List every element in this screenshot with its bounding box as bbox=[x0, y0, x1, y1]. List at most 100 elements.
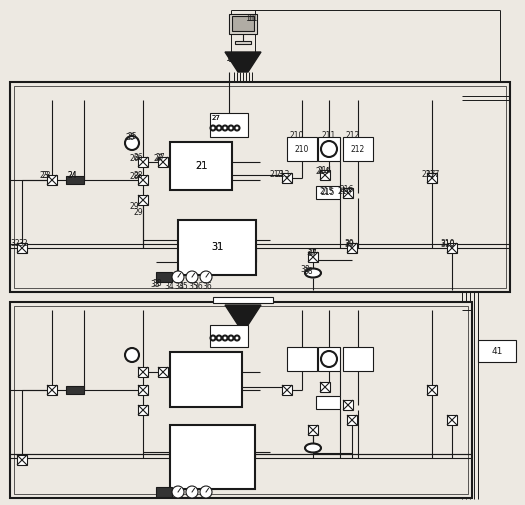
Text: 27: 27 bbox=[155, 153, 165, 162]
Bar bbox=[138, 405, 148, 415]
Bar bbox=[210, 113, 248, 137]
Bar bbox=[66, 386, 84, 394]
Bar bbox=[66, 176, 84, 184]
Bar bbox=[47, 385, 57, 395]
Bar bbox=[282, 385, 292, 395]
Text: 215: 215 bbox=[319, 187, 333, 196]
Text: 36: 36 bbox=[193, 282, 203, 291]
Circle shape bbox=[223, 126, 227, 130]
Circle shape bbox=[223, 335, 227, 340]
Ellipse shape bbox=[305, 269, 321, 278]
Bar bbox=[170, 142, 232, 190]
Text: 215: 215 bbox=[321, 188, 335, 197]
Bar bbox=[14, 306, 468, 494]
Bar bbox=[343, 137, 373, 161]
Bar bbox=[158, 157, 168, 167]
Circle shape bbox=[321, 351, 337, 367]
Text: 34: 34 bbox=[174, 282, 184, 291]
Bar bbox=[47, 175, 57, 185]
Bar bbox=[170, 352, 242, 407]
Text: 212: 212 bbox=[346, 131, 360, 140]
Text: 24: 24 bbox=[67, 171, 77, 180]
Bar bbox=[138, 157, 148, 167]
Text: 25: 25 bbox=[128, 132, 138, 141]
Text: 39: 39 bbox=[344, 239, 354, 248]
Text: 27: 27 bbox=[212, 115, 221, 121]
Bar bbox=[320, 382, 330, 392]
Text: 217: 217 bbox=[425, 170, 439, 179]
Bar bbox=[17, 243, 27, 253]
Text: 31: 31 bbox=[211, 242, 223, 252]
Bar bbox=[158, 367, 168, 377]
Circle shape bbox=[186, 486, 198, 498]
Text: 213: 213 bbox=[270, 170, 285, 179]
Bar bbox=[287, 347, 317, 371]
Text: 33: 33 bbox=[150, 280, 160, 289]
Polygon shape bbox=[225, 305, 261, 325]
Bar bbox=[232, 16, 254, 31]
Bar bbox=[229, 14, 257, 34]
Circle shape bbox=[216, 126, 222, 130]
Text: 29: 29 bbox=[130, 202, 140, 211]
Text: 28: 28 bbox=[133, 171, 142, 180]
Text: 21: 21 bbox=[195, 161, 207, 171]
Bar bbox=[235, 41, 251, 44]
Circle shape bbox=[321, 141, 337, 157]
Circle shape bbox=[200, 271, 212, 283]
Text: 28: 28 bbox=[130, 172, 140, 181]
Text: 310: 310 bbox=[440, 239, 455, 248]
Bar bbox=[478, 340, 516, 362]
Bar bbox=[427, 385, 437, 395]
Text: 310: 310 bbox=[440, 240, 455, 249]
Bar bbox=[138, 385, 148, 395]
Text: 41: 41 bbox=[491, 346, 503, 356]
Circle shape bbox=[125, 136, 139, 150]
Text: 21: 21 bbox=[195, 161, 207, 171]
Circle shape bbox=[172, 271, 184, 283]
Bar bbox=[138, 367, 148, 377]
Circle shape bbox=[216, 335, 222, 340]
Text: 26: 26 bbox=[130, 154, 140, 163]
Text: 37: 37 bbox=[307, 249, 317, 258]
Circle shape bbox=[125, 348, 139, 362]
Text: 217: 217 bbox=[422, 170, 436, 179]
Text: 213: 213 bbox=[276, 170, 290, 179]
Circle shape bbox=[228, 335, 234, 340]
Bar bbox=[210, 325, 248, 347]
Bar bbox=[347, 415, 357, 425]
Text: 32: 32 bbox=[10, 239, 19, 248]
Bar bbox=[282, 173, 292, 183]
Text: 35: 35 bbox=[188, 282, 198, 291]
Text: 31: 31 bbox=[211, 242, 223, 252]
Circle shape bbox=[211, 335, 215, 340]
Bar bbox=[287, 137, 317, 161]
Text: 211: 211 bbox=[322, 131, 336, 140]
Text: 38: 38 bbox=[303, 267, 312, 276]
Bar bbox=[320, 170, 330, 180]
Bar bbox=[447, 415, 457, 425]
Bar bbox=[14, 86, 506, 288]
Text: 214: 214 bbox=[318, 166, 332, 175]
Text: 12: 12 bbox=[225, 54, 236, 63]
Text: 216: 216 bbox=[337, 187, 351, 196]
Text: 36: 36 bbox=[202, 282, 212, 291]
Bar bbox=[17, 455, 27, 465]
Bar bbox=[316, 396, 340, 409]
Text: 39: 39 bbox=[344, 240, 354, 249]
Polygon shape bbox=[225, 52, 261, 72]
Bar bbox=[170, 425, 255, 489]
Bar bbox=[447, 243, 457, 253]
Text: 25: 25 bbox=[125, 133, 134, 142]
Circle shape bbox=[186, 271, 198, 283]
Circle shape bbox=[211, 126, 215, 130]
Text: 211: 211 bbox=[322, 144, 336, 154]
Text: 212: 212 bbox=[351, 144, 365, 154]
Text: 23: 23 bbox=[40, 171, 50, 180]
Text: 26: 26 bbox=[133, 153, 143, 162]
Circle shape bbox=[200, 486, 212, 498]
Text: 11: 11 bbox=[245, 14, 256, 23]
Bar bbox=[318, 137, 340, 161]
Text: 23: 23 bbox=[41, 171, 50, 180]
Bar bbox=[343, 400, 353, 410]
Text: 24: 24 bbox=[68, 171, 78, 180]
